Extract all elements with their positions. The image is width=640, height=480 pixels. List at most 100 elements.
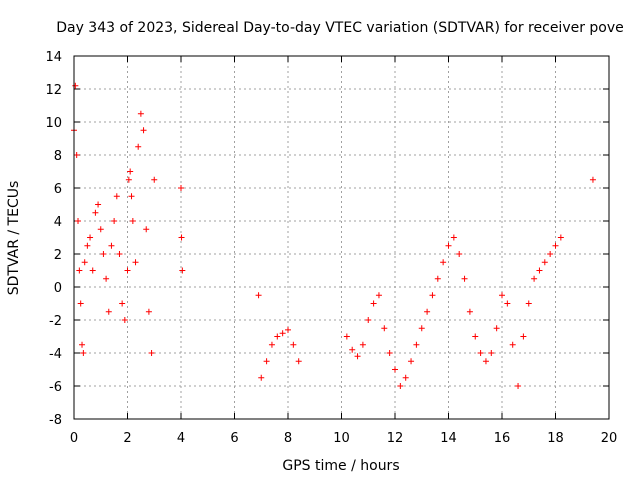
data-point: [552, 242, 559, 249]
data-point: [424, 308, 431, 315]
data-point: [128, 193, 135, 200]
data-point: [124, 267, 131, 274]
data-point: [75, 218, 82, 224]
data-point: [418, 325, 425, 332]
data-point: [536, 267, 543, 274]
data-point: [263, 358, 270, 365]
y-tick-label: 0: [54, 281, 62, 296]
data-point: [493, 325, 500, 332]
data-point: [589, 176, 596, 183]
data-point: [80, 350, 87, 356]
y-tick-label: -8: [49, 413, 62, 428]
y-tick-label: 12: [45, 83, 62, 98]
data-point: [547, 251, 554, 257]
y-tick-label: -2: [49, 314, 62, 329]
data-point: [413, 341, 420, 348]
data-point: [92, 209, 99, 216]
data-point: [515, 383, 522, 389]
data-point: [434, 275, 441, 282]
data-point: [343, 333, 350, 340]
data-point: [445, 242, 452, 249]
data-point: [354, 353, 361, 360]
y-tick-label: 2: [54, 248, 62, 263]
y-tick-label: 8: [54, 149, 62, 164]
data-points: [71, 82, 596, 389]
data-point: [386, 350, 393, 356]
data-point: [111, 218, 118, 224]
x-tick-label: 14: [440, 431, 457, 446]
data-point: [72, 82, 79, 89]
x-tick-label: 2: [123, 431, 131, 446]
data-point: [113, 193, 120, 200]
y-tick-label: -6: [49, 380, 62, 395]
data-point: [466, 308, 473, 315]
data-point: [125, 176, 132, 183]
x-tick-label: 20: [601, 431, 618, 446]
data-point: [520, 333, 527, 340]
data-point: [129, 218, 136, 224]
data-point: [140, 127, 147, 134]
data-point: [119, 300, 126, 307]
data-point: [408, 358, 415, 365]
data-point: [121, 317, 128, 323]
data-point: [397, 383, 404, 389]
data-point: [472, 333, 479, 340]
data-point: [482, 358, 489, 365]
data-point: [488, 350, 495, 356]
x-tick-label: 18: [547, 431, 564, 446]
data-point: [179, 267, 186, 274]
data-point: [392, 366, 398, 373]
data-point: [440, 259, 447, 266]
x-tick-label: 0: [70, 431, 78, 446]
data-point: [143, 226, 150, 233]
data-point: [79, 341, 86, 348]
data-point: [87, 234, 94, 241]
chart-title: Day 343 of 2023, Sidereal Day-to-day VTE…: [56, 20, 624, 36]
data-point: [349, 346, 356, 353]
data-point: [258, 374, 265, 381]
data-point: [531, 275, 538, 282]
data-point: [268, 341, 275, 348]
data-point: [456, 251, 463, 257]
data-point: [77, 300, 84, 307]
data-point: [178, 234, 185, 241]
data-point: [137, 110, 144, 117]
data-point: [84, 242, 91, 249]
data-point: [132, 259, 139, 266]
data-point: [76, 267, 83, 274]
data-point: [370, 300, 377, 307]
data-point: [499, 292, 505, 299]
data-point: [97, 226, 104, 233]
data-point: [95, 201, 102, 208]
data-point: [148, 350, 155, 356]
x-tick-label: 8: [284, 431, 292, 446]
data-point: [450, 234, 457, 241]
data-point: [375, 292, 382, 299]
data-point: [290, 341, 297, 348]
data-point: [402, 374, 409, 381]
y-tick-label: 14: [45, 50, 62, 65]
data-point: [73, 152, 80, 158]
x-tick-label: 12: [387, 431, 404, 446]
tick-layer: 0 2 4 6 8 10 12 14 16 18 20 -8 -6 -4 -2 0 2 4 6 8 10 12 14: [45, 50, 617, 446]
y-tick-label: 10: [45, 116, 62, 131]
data-point: [525, 300, 532, 307]
data-point: [509, 341, 516, 348]
plot-frame: [73, 55, 610, 420]
data-point: [477, 350, 484, 356]
y-tick-label: 6: [54, 182, 62, 197]
x-tick-label: 16: [494, 431, 511, 446]
y-tick-label: -4: [49, 347, 62, 362]
x-tick-label: 10: [333, 431, 350, 446]
data-point: [285, 326, 291, 333]
data-point: [541, 259, 548, 266]
data-point: [89, 267, 96, 274]
data-point: [116, 251, 123, 257]
data-point: [359, 341, 366, 348]
data-point: [255, 292, 262, 299]
data-point: [81, 259, 88, 266]
data-point: [274, 333, 281, 340]
data-point: [103, 275, 110, 282]
data-point: [381, 325, 388, 332]
